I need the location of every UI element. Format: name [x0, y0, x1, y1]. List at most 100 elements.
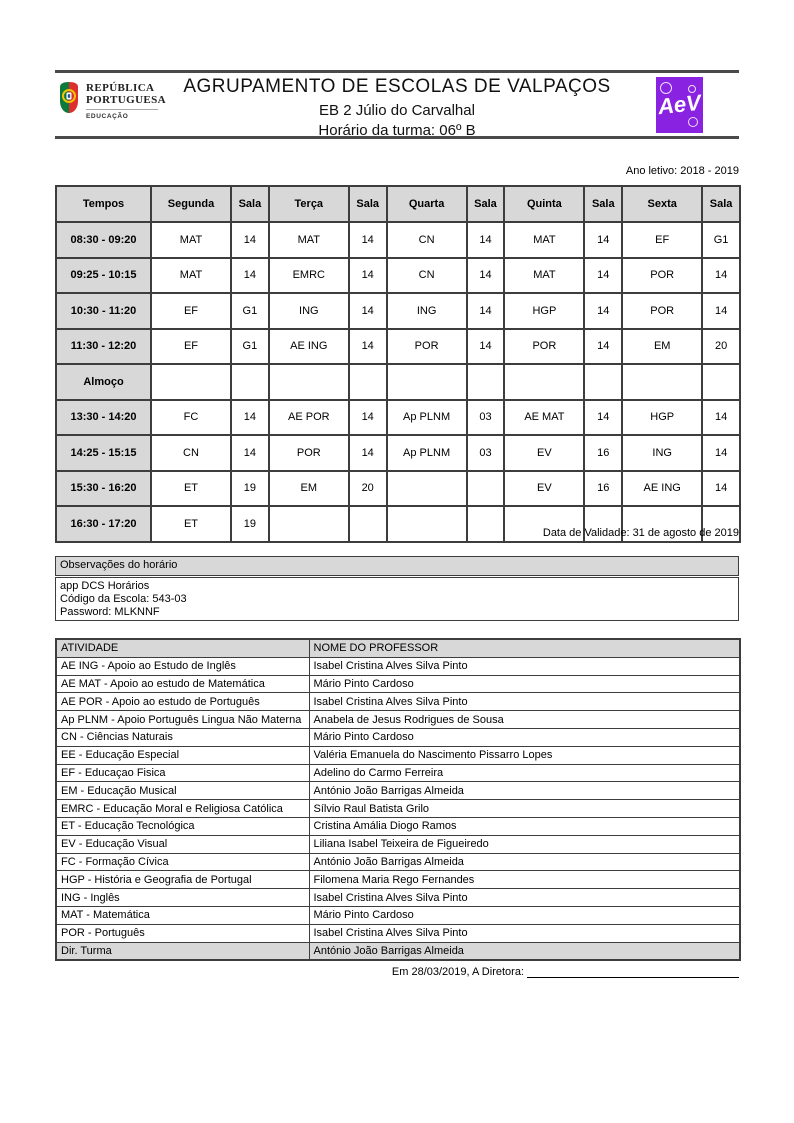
class-director-row: Dir. Turma António João Barrigas Almeida: [55, 941, 741, 961]
activity-row: AE ING - Apoio ao Estudo de Inglês Isabel…: [55, 656, 741, 676]
subject-cell: POR: [267, 434, 350, 472]
professor-name-cell: Mário Pinto Cardoso: [308, 905, 741, 925]
room-cell: 14: [230, 256, 270, 294]
room-cell: 14: [701, 292, 741, 330]
professor-name-cell: António João Barrigas Almeida: [308, 852, 741, 872]
activity-name-cell: HGP - História e Geografia de Portugal: [55, 870, 310, 890]
room-cell: 20: [701, 327, 741, 365]
subject-cell: ING: [621, 434, 704, 472]
activities-table: ATIVIDADE NOME DO PROFESSOR AE ING - Apoi…: [55, 638, 741, 962]
room-cell: 14: [465, 256, 506, 294]
room-cell: 14: [347, 398, 388, 436]
subject-cell: AE ING: [267, 327, 350, 365]
subject-cell: EV: [503, 434, 586, 472]
activity-name-cell: EMRC - Educação Moral e Religiosa Católi…: [55, 799, 310, 818]
room-cell: 14: [465, 221, 506, 259]
subject-cell: MAT: [503, 221, 586, 259]
room-cell: 14: [701, 434, 741, 472]
professor-name-cell: Cristina Amália Diogo Ramos: [308, 816, 741, 836]
timetable-row: 14:25 - 15:15 CN 14 POR 14 Ap PLNM 03 EV 16 ING 14: [55, 434, 741, 472]
room-cell: 14: [465, 327, 506, 365]
subject-cell: AE ING: [621, 469, 704, 507]
professor-name-cell: Filomena Maria Rego Fernandes: [308, 870, 741, 890]
activity-row: ING - Inglês Isabel Cristina Alves Silva …: [55, 888, 741, 907]
subject-cell: MAT: [150, 221, 232, 259]
activity-row: EMRC - Educação Moral e Religiosa Católi…: [55, 799, 741, 818]
subject-cell: POR: [503, 327, 586, 365]
class-schedule-title: Horário da turma: 06º B: [318, 122, 476, 139]
professor-name-cell: António João Barrigas Almeida: [308, 941, 741, 961]
col-header-day: Segunda: [150, 185, 232, 223]
activity-row: EF - Educaçao Fisica Adelino do Carmo Fer…: [55, 763, 741, 783]
time-slot-cell: 10:30 - 11:20: [55, 292, 152, 330]
room-cell: [347, 363, 388, 401]
activity-name-cell: Ap PLNM - Apoio Português Lingua Não Mat…: [55, 710, 310, 729]
activity-name-cell: CN - Ciências Naturais: [55, 727, 310, 747]
school-group-title: AGRUPAMENTO DE ESCOLAS DE VALPAÇOS: [183, 76, 611, 97]
timetable-row: 13:30 - 14:20 FC 14 AE POR 14 Ap PLNM 03 AE MAT…: [55, 398, 741, 436]
timetable-row: 16:30 - 17:20 ET 19: [55, 505, 741, 543]
time-slot-cell: 16:30 - 17:20: [55, 505, 152, 543]
subject-cell: Ap PLNM: [385, 434, 468, 472]
ae-logo-decoration: [688, 85, 696, 93]
room-cell: 19: [230, 469, 270, 507]
activity-name-cell: AE ING - Apoio ao Estudo de Inglês: [55, 656, 310, 676]
ae-logo-decoration: [660, 82, 672, 94]
activity-name-cell: FC - Formação Cívica: [55, 852, 310, 872]
col-header-sala: Sala: [230, 185, 270, 223]
activity-row: EV - Educação Visual Liliana Isabel Teixe…: [55, 834, 741, 854]
activity-name-cell: ING - Inglês: [55, 888, 310, 907]
professor-name-cell: Anabela de Jesus Rodrigues de Sousa: [308, 710, 741, 729]
room-cell: 14: [583, 221, 624, 259]
subject-cell: CN: [385, 256, 468, 294]
room-cell: [465, 469, 506, 507]
room-cell: 19: [230, 505, 270, 543]
republica-portuguesa-logo: REPÚBLICA PORTUGUESA EDUCAÇÃO: [59, 82, 166, 120]
activity-name-cell: Dir. Turma: [55, 941, 310, 961]
ae-logo-text: AeV: [656, 89, 703, 120]
validity-date-label: Data de Validade: 31 de agosto de 2019: [542, 527, 739, 539]
activities-header-row: ATIVIDADE NOME DO PROFESSOR: [55, 638, 741, 658]
header-titles: AGRUPAMENTO DE ESCOLAS DE VALPAÇOS EB 2 …: [145, 76, 649, 139]
activity-name-cell: ET - Educação Tecnológica: [55, 816, 310, 836]
subject-cell: MAT: [267, 221, 350, 259]
col-header-professor: NOME DO PROFESSOR: [308, 638, 741, 658]
subject-cell: EM: [621, 327, 704, 365]
professor-name-cell: Valéria Emanuela do Nascimento Pissarro …: [308, 745, 741, 765]
subject-cell: [621, 363, 704, 401]
room-cell: 16: [583, 434, 624, 472]
activity-row: EE - Educação Especial Valéria Emanuela d…: [55, 745, 741, 765]
subject-cell: EF: [621, 221, 704, 259]
activity-row: FC - Formação Cívica António João Barriga…: [55, 852, 741, 872]
subject-cell: EMRC: [267, 256, 350, 294]
col-header-day: Quarta: [385, 185, 468, 223]
activity-row: POR - Português Isabel Cristina Alves Sil…: [55, 923, 741, 943]
subject-cell: Ap PLNM: [385, 398, 468, 436]
room-cell: G1: [230, 327, 270, 365]
room-cell: 14: [583, 292, 624, 330]
activity-row: CN - Ciências Naturais Mário Pinto Cardos…: [55, 727, 741, 747]
subject-cell: EV: [503, 469, 586, 507]
room-cell: 14: [230, 434, 270, 472]
activity-name-cell: MAT - Matemática: [55, 905, 310, 925]
professor-name-cell: Isabel Cristina Alves Silva Pinto: [308, 923, 741, 943]
activity-row: AE POR - Apoio ao estudo de Português Isa…: [55, 692, 741, 712]
subject-cell: [385, 363, 468, 401]
professor-name-cell: Mário Pinto Cardoso: [308, 674, 741, 694]
time-slot-cell: 14:25 - 15:15: [55, 434, 152, 472]
room-cell: [347, 505, 388, 543]
room-cell: 14: [701, 398, 741, 436]
lunch-cell: Almoço: [55, 363, 152, 401]
room-cell: 20: [347, 469, 388, 507]
school-year-label: Ano letivo: 2018 - 2019: [625, 165, 739, 177]
col-header-sala: Sala: [583, 185, 624, 223]
room-cell: 14: [347, 221, 388, 259]
room-cell: 03: [465, 398, 506, 436]
subject-cell: [621, 505, 704, 543]
col-header-sala: Sala: [347, 185, 388, 223]
activity-name-cell: EE - Educação Especial: [55, 745, 310, 765]
subject-cell: ING: [385, 292, 468, 330]
subject-cell: MAT: [503, 256, 586, 294]
timetable-row: 11:30 - 12:20 EF G1 AE ING 14 POR 14 POR 14 EM 20: [55, 327, 741, 365]
